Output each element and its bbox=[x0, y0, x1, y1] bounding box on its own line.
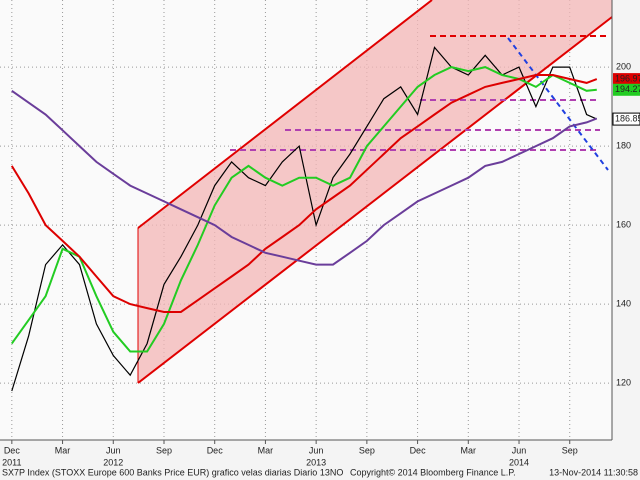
x-year-label: 2013 bbox=[306, 457, 326, 467]
last-value-label: 194.27 bbox=[615, 84, 640, 94]
last-value-tag bbox=[613, 73, 640, 86]
series-line bbox=[10, 66, 597, 353]
footer: SX7P Index (STOXX Europe 600 Banks Price… bbox=[2, 467, 343, 477]
last-value-tag bbox=[613, 83, 640, 96]
y-tick-label: 180 bbox=[616, 141, 631, 151]
copyright: Copyright© 2014 Bloomberg Finance L.P. bbox=[350, 467, 516, 477]
last-value-tag bbox=[612, 112, 640, 126]
timestamp: 13-Nov-2014 11:30:58 bbox=[549, 467, 638, 477]
y-tick-label: 160 bbox=[616, 220, 631, 230]
y-tick-label: 200 bbox=[616, 62, 631, 72]
last-value-label: 186.85 bbox=[615, 113, 640, 123]
x-tick-label: Jun bbox=[309, 445, 324, 455]
x-tick-label: Jun bbox=[512, 445, 527, 455]
y-tick-label: 120 bbox=[616, 377, 631, 387]
series-line bbox=[10, 74, 598, 313]
x-tick-label: Mar bbox=[258, 445, 274, 455]
x-tick-label: Sep bbox=[359, 445, 375, 455]
x-year-label: 2011 bbox=[2, 457, 21, 467]
last-value-label: 196.97 bbox=[615, 73, 640, 83]
x-tick-label: Dec bbox=[207, 445, 224, 455]
x-tick-label: Mar bbox=[55, 445, 71, 455]
x-year-label: 2014 bbox=[509, 457, 529, 467]
x-tick-label: Sep bbox=[562, 445, 578, 455]
channel-top bbox=[137, 0, 433, 229]
x-year-label: 2012 bbox=[103, 457, 123, 467]
x-tick-label: Jun bbox=[106, 445, 121, 455]
y-tick-label: 140 bbox=[616, 299, 631, 309]
x-tick-label: Dec bbox=[4, 445, 21, 455]
channel-bottom bbox=[137, 16, 613, 384]
trend-channel bbox=[138, 0, 612, 383]
x-tick-label: Dec bbox=[410, 445, 427, 455]
x-tick-label: Sep bbox=[156, 445, 172, 455]
labels: 120 140 160 180 200 Dec Mar Jun Sep Dec Mar Jun Sep D… bbox=[2, 62, 640, 467]
x-tick-label: Mar bbox=[461, 445, 477, 455]
series-line bbox=[11, 89, 598, 266]
series-lines bbox=[10, 46, 598, 392]
downtrend-line bbox=[507, 37, 609, 171]
series-line bbox=[11, 46, 598, 392]
